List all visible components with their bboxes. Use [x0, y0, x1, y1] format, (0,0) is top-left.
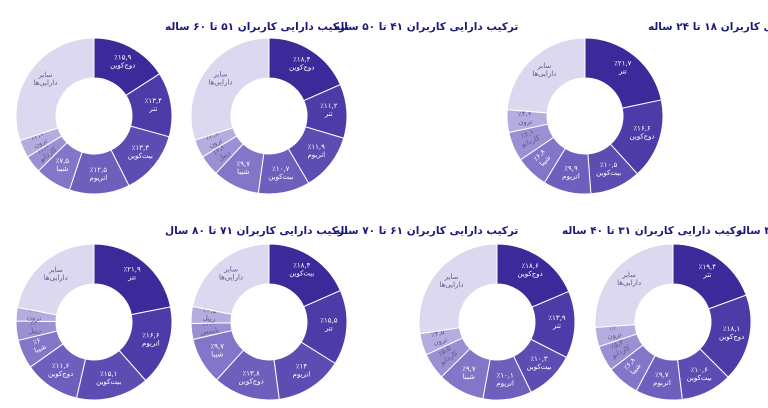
- slice-label: ٪۱۶,۶ اتریوم: [142, 331, 160, 347]
- slice-label: ٪۱۵,۹ دوج‌کوین: [110, 53, 135, 69]
- donut-slice: [191, 243, 270, 316]
- slice-label: سایر دارایی‌ها: [439, 273, 463, 289]
- slice-label: ٪۱۵,۱ بیت‌کوین: [96, 370, 121, 386]
- chart-title: ترکیب دارایی کاربران ۳۱ تا ۴۰ ساله: [562, 225, 746, 237]
- slice-label: سایر دارایی‌ها: [532, 62, 556, 78]
- donut-slice: [16, 243, 95, 316]
- slice-label: ٪۱۳,۳ بیت‌کوین: [128, 144, 153, 160]
- slice-label: سایر دارایی‌ها: [219, 266, 243, 282]
- slice-label: ٪۱۱,۶ دوج‌کوین: [48, 362, 73, 378]
- slice-label: ٪۹,۷ شیبا: [462, 365, 476, 381]
- slice-label: ٪۱۰,۳ بیت‌کوین: [526, 355, 551, 371]
- slice-label: ٪۲۱,۷ تتر: [614, 59, 632, 75]
- slice-label: ٪۲۱,۹ تتر: [123, 266, 141, 282]
- slice-label: ٪۱۲,۵ اتریوم: [90, 166, 108, 182]
- slice-label: ٪۱۹,۴ تتر: [699, 263, 717, 279]
- slice-label: ٪۹,۷ اتریوم: [653, 371, 671, 387]
- donut-slice: [418, 243, 498, 335]
- slice-label: سایر دارایی‌ها: [33, 71, 57, 87]
- chart-title: ترکیب دارایی کاربران ۴۱ تا ۵۰ ساله: [334, 21, 518, 33]
- slice-label: ٪۴ریپل: [27, 318, 41, 335]
- chart-title: ترکیب دارایی کاربران ۷۱ تا ۸۰ سال: [165, 225, 348, 237]
- chart-title: ترکیب دارایی کاربران ۶۱ تا ۷۰ ساله: [334, 225, 518, 237]
- slice-label: ٪۱۳,۴ تتر: [145, 97, 163, 113]
- donut-chart: ترکیب دارایی کاربران ۴۱ تا ۵۰ ساله ٪۱۸,۴ د…: [190, 21, 518, 195]
- slice-label: ٪۴,۷ترون: [517, 110, 532, 127]
- chart-title: ترکیب دارایی کاربران ۲۵ تا ۳۰ ساله: [736, 225, 768, 237]
- donut-slice: [594, 243, 674, 328]
- slice-label: ٪۱۰,۱ اتریوم: [496, 371, 514, 387]
- slice-label: سایر دارایی‌ها: [208, 71, 232, 87]
- slice-label: ٪۱۰,۷ بیت‌کوین: [268, 165, 293, 181]
- slice-label: ٪۹,۷ شیبا: [211, 342, 225, 358]
- donut-slice: [506, 37, 586, 114]
- slice-label: ٪۱۶,۶ دوج‌کوین: [629, 125, 654, 141]
- slice-label: ٪۱۵,۵ تتر: [320, 316, 338, 332]
- slice-label: ٪۱۳,۸ دوج‌کوین: [239, 369, 264, 385]
- slice-label: ٪۱۰,۵ بیت‌کوین: [596, 161, 621, 177]
- donut-chart: ترکیب دارایی کاربران ۱۸ تا ۲۴ ساله ٪۲۱,۷ت…: [506, 21, 768, 195]
- donut-slice: [15, 37, 95, 142]
- donut-chart: ترکیب دارایی کاربران ۲۵ تا ۳۰ ساله ٪۱۹,۴ت…: [594, 225, 768, 401]
- slice-label: ٪۱۸,۱ دوج‌کوین: [719, 325, 744, 341]
- chart-title: ترکیب دارایی کاربران ۵۱ تا ۶۰ ساله: [165, 21, 349, 33]
- slice-label: ٪۱۱,۲ تتر: [320, 102, 338, 118]
- donut-chart: ترکیب دارایی کاربران ۶۱ تا ۷۰ ساله ٪۱۸,۴ ب…: [190, 225, 518, 401]
- slice-label: ٪۱۸,۴ دوج‌کوین: [289, 56, 314, 72]
- donut-chart: ترکیب دارایی کاربران ۳۱ تا ۴۰ ساله ٪۱۸,۶ د…: [418, 225, 746, 401]
- donut-slice: [190, 37, 270, 141]
- slice-label: ٪۴,۵ترون: [430, 328, 448, 347]
- slice-label: ٪۱۴ اتریوم: [293, 362, 311, 378]
- slice-label: ٪۱۸,۴ بیت‌کوین: [289, 262, 314, 278]
- slice-label: ٪۳,۵ریپل: [202, 306, 217, 323]
- slice-label: سایر دارایی‌ها: [617, 271, 641, 287]
- slice-label: ٪۹,۷ شیبا: [237, 160, 251, 176]
- slice-label: سایر دارایی‌ها: [44, 266, 68, 282]
- slice-label: ٪۱۳,۹ تتر: [548, 314, 566, 330]
- slice-label: ٪۴ترون: [605, 322, 622, 340]
- slice-label: ٪۱۸,۶ دوج‌کوین: [517, 262, 542, 278]
- slice-label: ٪۷,۵ شیبا: [56, 157, 70, 173]
- donut-chart: ترکیب دارایی کاربران ۵۱ تا ۶۰ ساله ٪۱۵,۹ د…: [15, 21, 349, 195]
- chart-title: ترکیب دارایی کاربران ۱۸ تا ۲۴ ساله: [648, 21, 768, 33]
- slice-label: ٪۱۱,۹ اتریوم: [307, 143, 325, 159]
- slice-label: ٪۹,۹ اتریوم: [562, 164, 580, 180]
- slice-label: ٪۱۰,۶ بیت‌کوین: [687, 366, 712, 382]
- donut-chart: ترکیب دارایی کاربران ۷۱ تا ۸۰ سال ٪۲۱,۹ تت…: [15, 225, 348, 401]
